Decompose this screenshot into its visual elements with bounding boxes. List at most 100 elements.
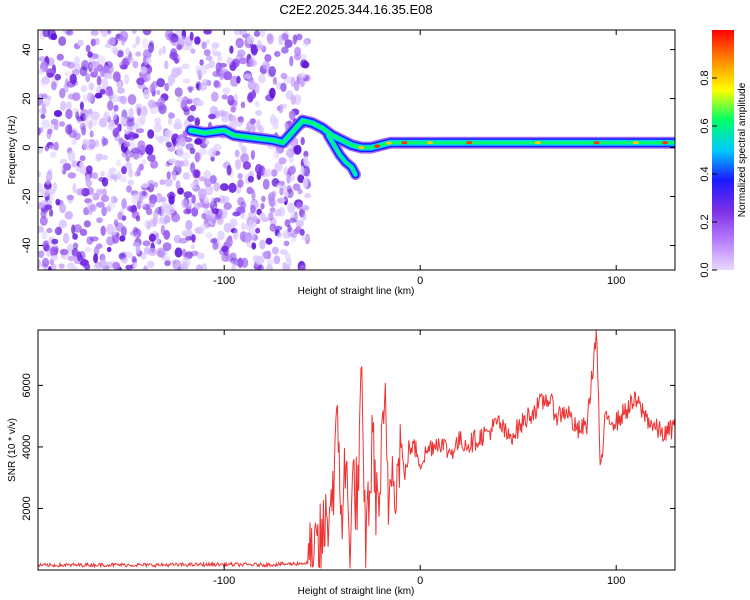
- noise-speck: [266, 263, 272, 270]
- noise-speck: [281, 46, 289, 54]
- noise-speck: [83, 207, 89, 216]
- noise-speck: [105, 88, 114, 97]
- noise-speck: [112, 261, 121, 270]
- noise-speck: [189, 147, 196, 155]
- noise-speck: [297, 188, 303, 195]
- noise-speck: [67, 93, 76, 100]
- noise-speck: [65, 108, 73, 120]
- noise-speck: [194, 152, 202, 162]
- noise-speck: [169, 51, 179, 60]
- noise-speck: [295, 220, 305, 227]
- noise-speck: [113, 219, 119, 227]
- noise-speck: [233, 30, 243, 36]
- noise-speck: [46, 171, 53, 182]
- noise-speck: [147, 129, 155, 139]
- noise-speck: [274, 51, 281, 57]
- noise-speck: [205, 232, 213, 239]
- noise-speck: [296, 201, 303, 210]
- noise-speck: [262, 250, 272, 260]
- noise-speck: [148, 247, 157, 256]
- noise-speck: [181, 63, 191, 70]
- noise-speck: [194, 36, 201, 45]
- noise-speck: [221, 94, 228, 100]
- noise-speck: [272, 123, 279, 130]
- noise-speck: [181, 198, 189, 209]
- noise-speck: [90, 38, 97, 47]
- noise-speck: [250, 150, 255, 160]
- noise-speck: [204, 178, 212, 187]
- noise-speck: [166, 171, 171, 180]
- noise-speck: [58, 36, 67, 46]
- noise-speck: [246, 121, 253, 132]
- noise-speck: [228, 182, 237, 193]
- noise-speck: [143, 265, 148, 270]
- noise-speck: [47, 188, 56, 195]
- noise-speck: [251, 242, 257, 250]
- noise-speck: [178, 237, 188, 244]
- noise-speck: [221, 116, 230, 123]
- noise-speck: [179, 137, 186, 147]
- noise-speck: [223, 71, 233, 81]
- noise-speck: [232, 211, 241, 217]
- noise-speck: [125, 264, 133, 270]
- noise-speck: [208, 113, 216, 120]
- noise-speck: [168, 194, 175, 205]
- noise-speck: [136, 117, 143, 128]
- noise-speck: [247, 80, 257, 91]
- noise-speck: [284, 39, 293, 48]
- noise-speck: [206, 210, 214, 221]
- noise-speck: [143, 88, 150, 100]
- noise-speck: [269, 223, 277, 232]
- noise-speck: [302, 37, 310, 48]
- noise-speck: [80, 113, 87, 122]
- noise-speck: [280, 82, 287, 93]
- noise-speck: [103, 112, 108, 120]
- noise-speck: [88, 120, 93, 130]
- noise-speck: [115, 159, 122, 167]
- noise-speck: [186, 98, 193, 105]
- noise-speck: [172, 259, 182, 270]
- noise-speck: [187, 115, 195, 122]
- noise-speck: [141, 182, 150, 188]
- noise-speck: [244, 215, 252, 223]
- noise-speck: [299, 53, 307, 60]
- noise-speck: [96, 243, 103, 249]
- noise-speck: [38, 225, 44, 233]
- noise-speck: [107, 100, 114, 111]
- noise-speck: [123, 141, 131, 148]
- noise-speck: [58, 121, 66, 127]
- noise-speck: [204, 184, 214, 196]
- noise-speck: [64, 235, 70, 241]
- noise-speck: [99, 89, 106, 95]
- noise-speck: [251, 215, 258, 223]
- noise-speck: [136, 77, 145, 86]
- noise-speck: [67, 255, 75, 262]
- noise-speck: [71, 160, 78, 168]
- noise-speck: [93, 263, 101, 270]
- noise-speck: [121, 198, 127, 210]
- noise-speck: [45, 178, 51, 185]
- noise-speck: [149, 83, 156, 94]
- noise-speck: [254, 100, 260, 108]
- noise-speck: [181, 152, 191, 160]
- noise-speck: [85, 73, 91, 83]
- noise-speck: [127, 94, 137, 105]
- y-tick-label: 4000: [21, 435, 33, 459]
- noise-speck: [140, 66, 148, 74]
- noise-speck: [156, 78, 165, 88]
- noise-speck: [162, 45, 167, 55]
- noise-speck: [126, 185, 132, 193]
- noise-speck: [196, 99, 204, 107]
- noise-speck: [47, 168, 53, 175]
- noise-speck: [293, 228, 300, 235]
- noise-speck: [231, 258, 239, 267]
- noise-speck: [278, 34, 284, 46]
- noise-speck: [191, 207, 199, 217]
- noise-speck: [119, 174, 127, 183]
- noise-speck: [44, 204, 53, 210]
- noise-speck: [83, 220, 91, 228]
- x-tick-label: -100: [213, 275, 235, 287]
- noise-speck: [107, 201, 116, 210]
- noise-speck: [240, 152, 250, 164]
- noise-speck: [288, 166, 296, 175]
